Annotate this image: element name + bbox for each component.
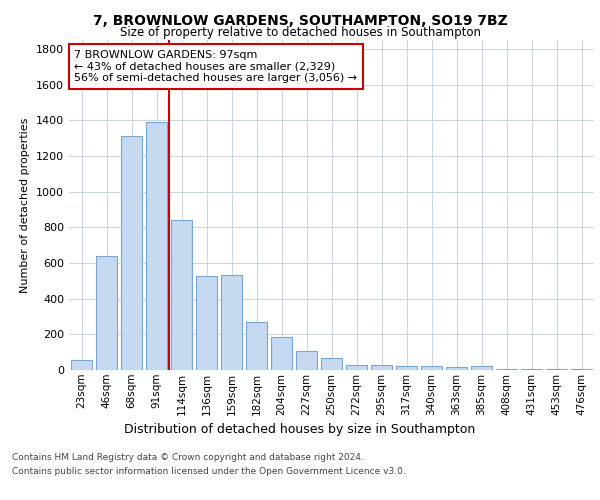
Bar xyxy=(396,366,417,370)
Bar xyxy=(221,276,242,370)
Y-axis label: Number of detached properties: Number of detached properties xyxy=(20,118,31,292)
Bar xyxy=(296,352,317,370)
Bar xyxy=(346,364,367,370)
Bar xyxy=(146,122,167,370)
Text: Contains public sector information licensed under the Open Government Licence v3: Contains public sector information licen… xyxy=(12,467,406,476)
Bar xyxy=(571,369,592,370)
Bar xyxy=(421,366,442,370)
Bar xyxy=(246,322,267,370)
Bar xyxy=(71,360,92,370)
Text: Size of property relative to detached houses in Southampton: Size of property relative to detached ho… xyxy=(119,26,481,39)
Bar xyxy=(446,368,467,370)
Text: Contains HM Land Registry data © Crown copyright and database right 2024.: Contains HM Land Registry data © Crown c… xyxy=(12,454,364,462)
Bar xyxy=(121,136,142,370)
Text: 7 BROWNLOW GARDENS: 97sqm
← 43% of detached houses are smaller (2,329)
56% of se: 7 BROWNLOW GARDENS: 97sqm ← 43% of detac… xyxy=(74,50,358,83)
Bar xyxy=(471,366,492,370)
Bar xyxy=(196,276,217,370)
Bar xyxy=(96,256,117,370)
Bar xyxy=(371,364,392,370)
Bar xyxy=(171,220,192,370)
Bar xyxy=(321,358,342,370)
Bar xyxy=(271,337,292,370)
Bar xyxy=(496,369,517,370)
Bar xyxy=(546,369,567,370)
Text: Distribution of detached houses by size in Southampton: Distribution of detached houses by size … xyxy=(124,422,476,436)
Bar xyxy=(521,369,542,370)
Text: 7, BROWNLOW GARDENS, SOUTHAMPTON, SO19 7BZ: 7, BROWNLOW GARDENS, SOUTHAMPTON, SO19 7… xyxy=(92,14,508,28)
